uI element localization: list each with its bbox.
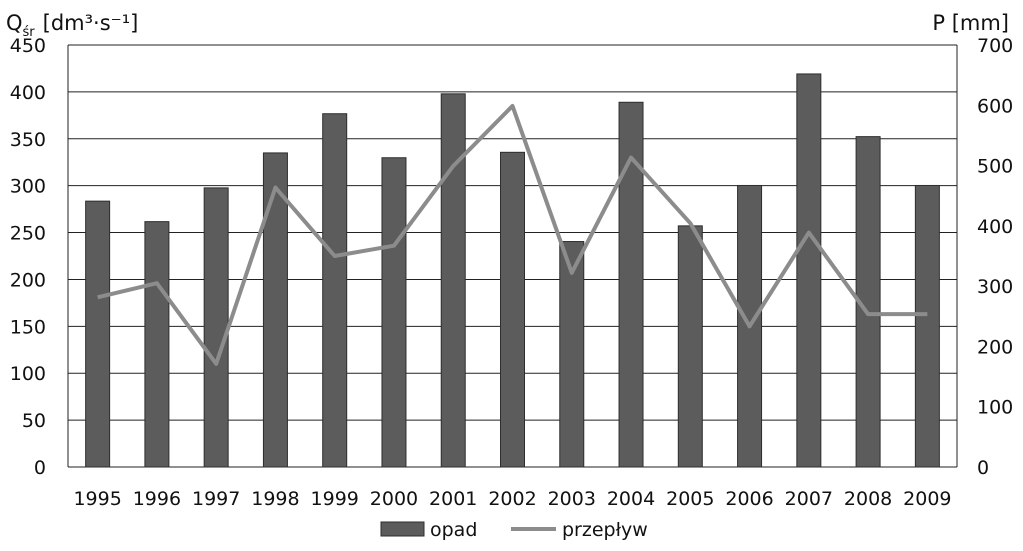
bar-2004 [618,101,644,468]
legend-swatch-opad [380,521,425,537]
right-tick-label: 500 [977,156,1013,178]
x-tick-label: 2000 [370,488,418,510]
right-tick-label: 700 [977,35,1013,57]
x-tick-label: 1998 [251,488,299,510]
left-tick-label: 50 [22,410,46,432]
left-tick-label: 0 [34,457,46,479]
bar-2007 [796,73,822,468]
left-tick-label: 150 [10,316,46,338]
legend-label-opad: opad [430,519,477,541]
left-tick-label: 250 [10,223,46,245]
x-tick-label: 2007 [785,488,833,510]
x-tick-label: 2009 [903,488,951,510]
right-axis-title: P [mm] [932,11,1009,35]
bar-2003 [559,241,585,468]
right-tick-label: 400 [977,216,1013,238]
legend-label-przeplyw: przepływ [562,519,648,541]
left-tick-label: 400 [10,82,46,104]
left-tick-label: 350 [10,129,46,151]
left-axis-ticks: 0 50 100 150 200 250 300 350 400 450 [10,35,46,479]
right-axis-ticks: 0 100 200 300 400 500 600 700 [977,35,1013,479]
x-tick-label: 2003 [548,488,596,510]
bar-1997 [203,187,229,468]
left-tick-label: 100 [10,363,46,385]
bar-1995 [85,200,111,468]
x-tick-label: 2002 [488,488,536,510]
x-tick-label: 1996 [133,488,181,510]
x-tick-label: 2005 [666,488,714,510]
bar-2009 [914,184,940,468]
right-tick-label: 100 [977,397,1013,419]
bar-1999 [322,113,348,468]
x-tick-label: 2008 [844,488,892,510]
left-axis-title-unit: [dm³·s⁻¹] [43,11,139,35]
bar-2000 [381,157,407,468]
legend: opad przepływ [380,519,648,541]
left-tick-label: 450 [10,35,46,57]
left-tick-label: 200 [10,269,46,291]
left-axis-title-main: Q [6,11,23,35]
line-series-przeplyw [97,103,928,366]
x-tick-label: 2004 [607,488,655,510]
x-tick-label: 1997 [192,488,240,510]
bar-series-opad [85,73,940,468]
right-tick-label: 200 [977,336,1013,358]
x-axis-ticks: 1995 1996 1997 1998 1999 2000 2001 2002 2003 2004… [73,488,951,510]
bar-2006 [737,184,763,468]
left-axis-title: Qśr [dm³·s⁻¹] [6,11,138,40]
left-tick-label: 300 [10,176,46,198]
x-tick-label: 1999 [311,488,359,510]
x-tick-label: 2001 [429,488,477,510]
right-tick-label: 300 [977,276,1013,298]
bar-2005 [677,225,703,468]
bar-1996 [144,221,170,468]
left-axis-title-sub: śr [23,25,36,40]
right-tick-label: 600 [977,95,1013,117]
bar-2002 [500,151,525,468]
bar-2001 [440,93,466,468]
right-tick-label: 0 [977,457,989,479]
x-tick-label: 1995 [73,488,121,510]
x-tick-label: 2006 [725,488,773,510]
